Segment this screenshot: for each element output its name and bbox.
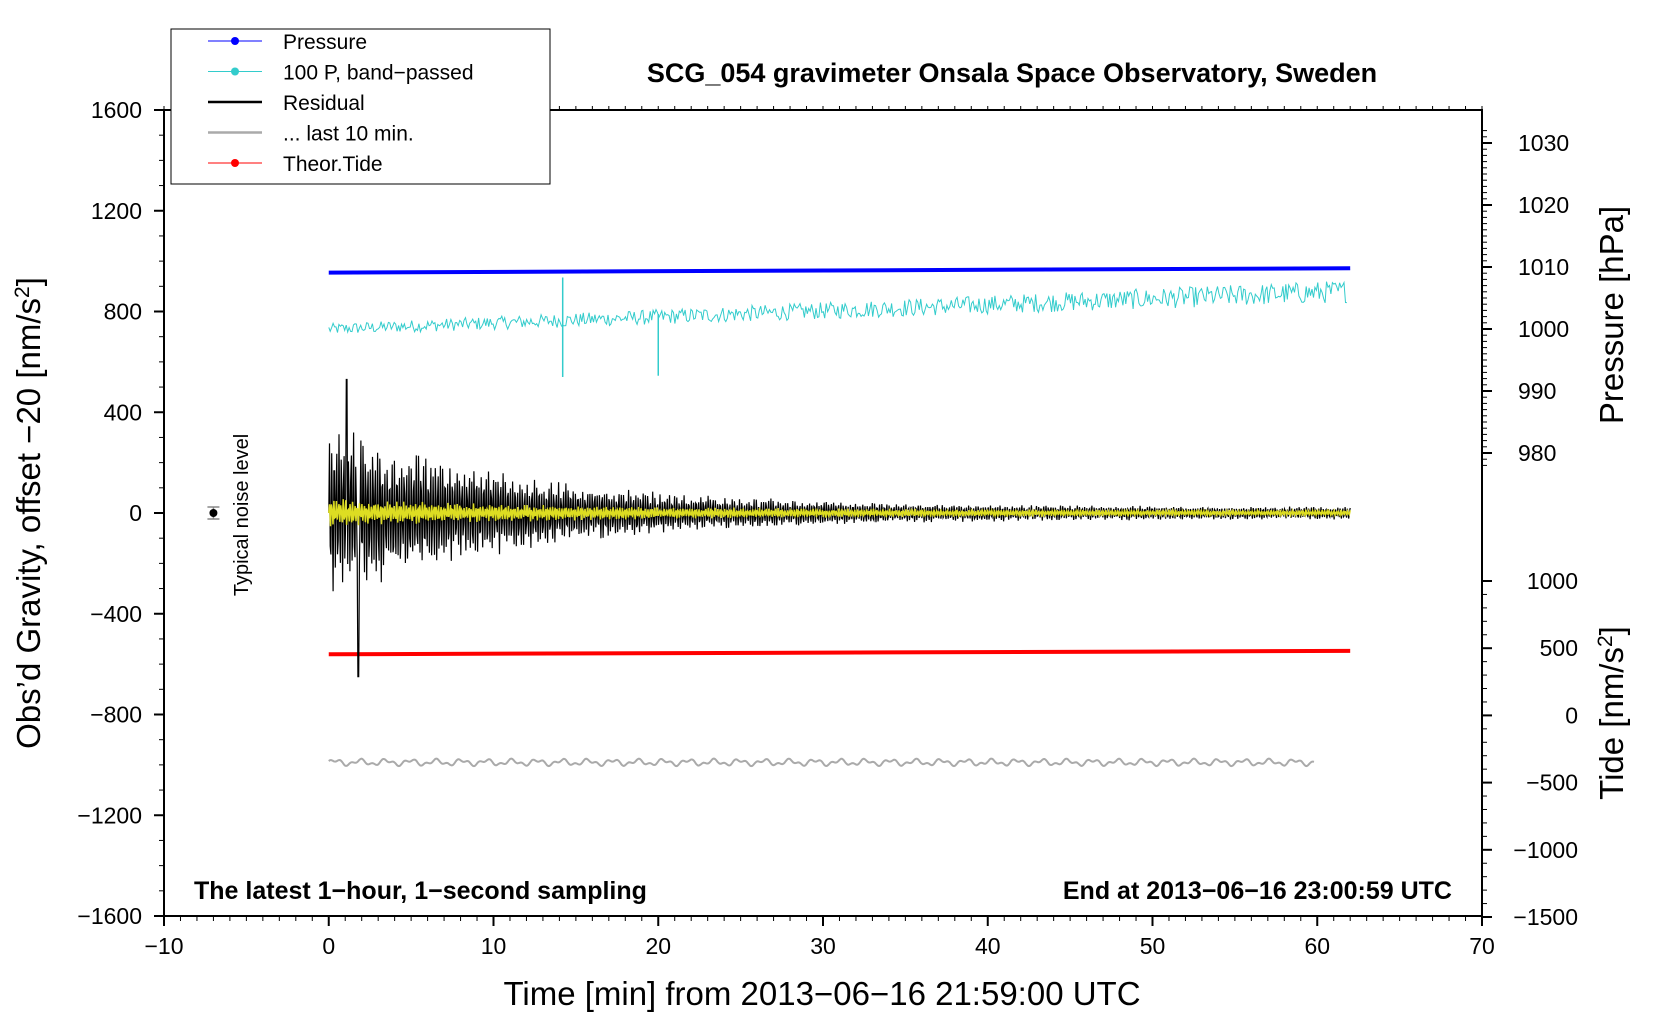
pressure-tick-label: 990 (1518, 378, 1556, 404)
x-axis-label: Time [min] from 2013−06−16 21:59:00 UTC (503, 975, 1140, 1012)
noise-label: Typical noise level (231, 434, 253, 596)
tide-axis-label-close: ] (1593, 626, 1630, 635)
y-tick-label: 1600 (91, 97, 142, 123)
legend-label: Residual (283, 92, 365, 115)
bottom-right-note: End at 2013−06−16 23:00:59 UTC (1063, 877, 1452, 905)
series-layer (328, 266, 1351, 768)
legend-box (170, 28, 551, 185)
series-band-passed (328, 280, 1347, 334)
y-tick-label: −1200 (77, 802, 142, 828)
y-tick-label: 400 (104, 399, 142, 425)
legend-label: Pressure (283, 31, 367, 54)
pressure-tick-label: 980 (1518, 440, 1556, 466)
x-tick-label: 40 (975, 933, 1001, 959)
x-tick-label: 30 (810, 933, 836, 959)
x-tick-label: 50 (1140, 933, 1166, 959)
y-tick-label: 1200 (91, 198, 142, 224)
tide-tick-label: 0 (1565, 702, 1578, 728)
legend-label: 100 P, band−passed (283, 62, 474, 85)
x-tick-label: 60 (1304, 933, 1330, 959)
y-tick-label: −1600 (77, 903, 142, 929)
bottom-left-note: The latest 1−hour, 1−second sampling (194, 877, 647, 905)
x-tick-label: 0 (322, 933, 335, 959)
tide-tick-label: −1000 (1513, 837, 1578, 863)
pressure-tick-labels: 1030 1020 1010 1000 990 980 (1518, 130, 1569, 466)
series-residual (328, 378, 1351, 678)
pressure-tick-label: 1030 (1518, 130, 1569, 156)
legend-label: Theor.Tide (283, 153, 383, 176)
noise-dot (209, 509, 218, 517)
tide-tick-label: 1000 (1527, 568, 1578, 594)
legend-marker (231, 67, 239, 76)
tide-axis-label-main: Tide [nm/s (1593, 647, 1630, 800)
pressure-axis-label: Pressure [hPa] (1593, 206, 1630, 424)
minor-ticks (159, 106, 1487, 921)
series-pressure (328, 266, 1351, 275)
y-tick-label: −400 (90, 601, 142, 627)
y-tick-label: −800 (90, 702, 142, 728)
pressure-tick-label: 1010 (1518, 254, 1569, 280)
series-theor-tide (328, 648, 1351, 657)
y-axis-label-sup: 2 (11, 286, 34, 298)
legend-label: ... last 10 min. (283, 123, 414, 146)
tide-axis-label: Tide [nm/s2] (1593, 626, 1630, 800)
y-tick-labels: 1600 1200 800 400 0 −400 −800 −1200 −1600 (77, 97, 142, 929)
chart-title: SCG_054 gravimeter Onsala Space Observat… (647, 58, 1377, 88)
x-tick-label: 70 (1469, 933, 1495, 959)
legend-items: Pressure 100 P, band−passed Residual ... la… (208, 31, 474, 176)
tide-tick-label: 500 (1540, 635, 1578, 661)
legend: Pressure 100 P, band−passed Residual ... la… (170, 28, 551, 185)
y-axis-label: Obs’d Gravity, offset −20 [nm/s2] (10, 277, 47, 749)
tide-axis-label-sup: 2 (1594, 635, 1617, 647)
x-tick-label: 10 (481, 933, 507, 959)
series-residual-filtered (328, 499, 1351, 527)
tide-tick-label: −500 (1526, 770, 1578, 796)
legend-marker (231, 159, 239, 167)
y-tick-label: 800 (104, 299, 142, 325)
x-tick-label: 20 (645, 933, 671, 959)
pressure-tick-label: 1000 (1518, 316, 1569, 342)
y-tick-label: 0 (129, 500, 142, 526)
x-tick-labels: −10 0 10 20 30 40 50 60 70 (144, 933, 1494, 959)
legend-marker (231, 37, 239, 45)
tide-tick-labels: 1000 500 0 −500 −1000 −1500 (1513, 568, 1578, 930)
noise-marker (207, 506, 220, 520)
tide-tick-label: −1500 (1513, 904, 1578, 930)
series-last-10-min (328, 757, 1315, 768)
x-tick-label: −10 (144, 933, 183, 959)
pressure-tick-label: 1020 (1518, 192, 1569, 218)
y-axis-label-main: Obs’d Gravity, offset −20 [nm/s (10, 298, 47, 749)
y-axis-label-close: ] (10, 277, 47, 286)
